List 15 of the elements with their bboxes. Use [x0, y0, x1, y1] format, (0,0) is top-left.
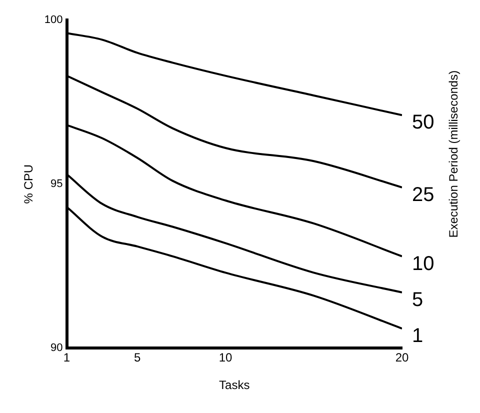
y-tick-label: 100 [44, 14, 63, 26]
y-tick-label: 90 [50, 342, 63, 354]
x-axis-title: Tasks [219, 378, 250, 392]
series-label: 10 [412, 252, 434, 275]
series-label: 25 [412, 184, 434, 206]
x-tick-label: 1 [63, 350, 70, 365]
legend-title: Execution Period (milliseconds) [446, 70, 460, 238]
x-tick-label: 20 [395, 350, 409, 365]
series-label: 1 [412, 325, 424, 348]
y-axis-title: % CPU [22, 164, 36, 204]
series-label: 5 [412, 288, 424, 311]
series-label: 50 [412, 112, 434, 134]
y-tick-label: 95 [50, 178, 63, 190]
x-tick-label: 10 [218, 350, 233, 365]
x-tick-label: 5 [134, 350, 141, 365]
